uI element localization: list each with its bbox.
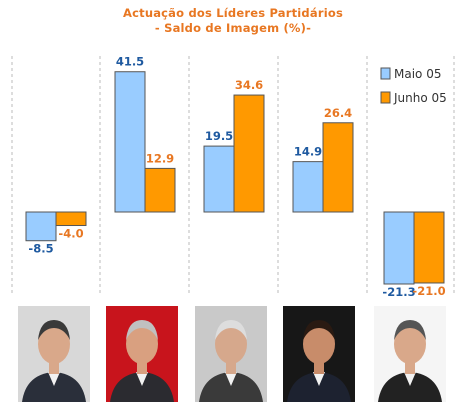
shirt-collar <box>313 372 325 386</box>
hair-shape <box>215 320 247 340</box>
value-label-series2-1: -4.0 <box>58 227 83 241</box>
bar-series2-3 <box>233 94 265 213</box>
bar-series1-3 <box>203 145 235 213</box>
hair-shape <box>38 320 70 340</box>
portrait-leader-4 <box>283 306 355 402</box>
shirt-collar <box>225 372 237 386</box>
legend-swatch-2 <box>380 91 391 104</box>
legend-swatch-1 <box>380 67 391 80</box>
suit-shape <box>110 372 174 402</box>
bar-series1-5 <box>383 211 415 285</box>
suit-shape <box>287 372 351 402</box>
neck-shape <box>137 360 147 374</box>
bar-series1-2 <box>114 71 146 213</box>
value-label-series1-5: -21.3 <box>382 285 415 299</box>
bar-series1-4 <box>292 161 324 213</box>
shirt-collar <box>404 372 416 386</box>
face-shape <box>303 324 335 364</box>
legend-label-2: Junho 05 <box>393 91 447 105</box>
face-shape <box>394 324 426 364</box>
shirt-collar <box>48 372 60 386</box>
hair-shape <box>303 320 335 340</box>
face-shape <box>38 324 70 364</box>
portrait-leader-3 <box>195 306 267 402</box>
value-label-series1-4: 14.9 <box>294 145 322 159</box>
chart-title: Actuação dos Líderes Partidários <box>123 6 343 20</box>
value-label-series1-2: 41.5 <box>116 55 144 69</box>
hair-shape <box>394 320 426 340</box>
bar-series2-1 <box>55 211 87 227</box>
neck-shape <box>226 360 236 374</box>
bar-series2-4 <box>322 122 354 213</box>
face-shape <box>215 324 247 364</box>
shirt-collar <box>136 372 148 386</box>
value-label-series2-4: 26.4 <box>324 106 352 120</box>
value-label-series1-1: -8.5 <box>28 242 53 256</box>
portrait-leader-1 <box>18 306 90 402</box>
value-label-series2-3: 34.6 <box>235 78 263 92</box>
value-label-series2-2: 12.9 <box>146 151 174 165</box>
suit-shape <box>22 372 86 402</box>
portrait-leader-2 <box>106 306 178 402</box>
neck-shape <box>49 360 59 374</box>
hair-shape <box>126 320 158 340</box>
portrait-leader-5 <box>374 306 446 402</box>
legend-label-1: Maio 05 <box>394 67 441 81</box>
chart-subtitle: - Saldo de Imagem (%)- <box>154 21 312 35</box>
face-shape <box>126 324 158 364</box>
value-label-series2-5: -21.0 <box>412 284 445 298</box>
suit-shape <box>199 372 263 402</box>
bar-series1-1 <box>25 211 57 242</box>
neck-shape <box>314 360 324 374</box>
value-label-series1-3: 19.5 <box>205 129 233 143</box>
neck-shape <box>405 360 415 374</box>
bar-series2-2 <box>144 167 176 213</box>
suit-shape <box>378 372 442 402</box>
bar-series2-5 <box>413 211 445 284</box>
